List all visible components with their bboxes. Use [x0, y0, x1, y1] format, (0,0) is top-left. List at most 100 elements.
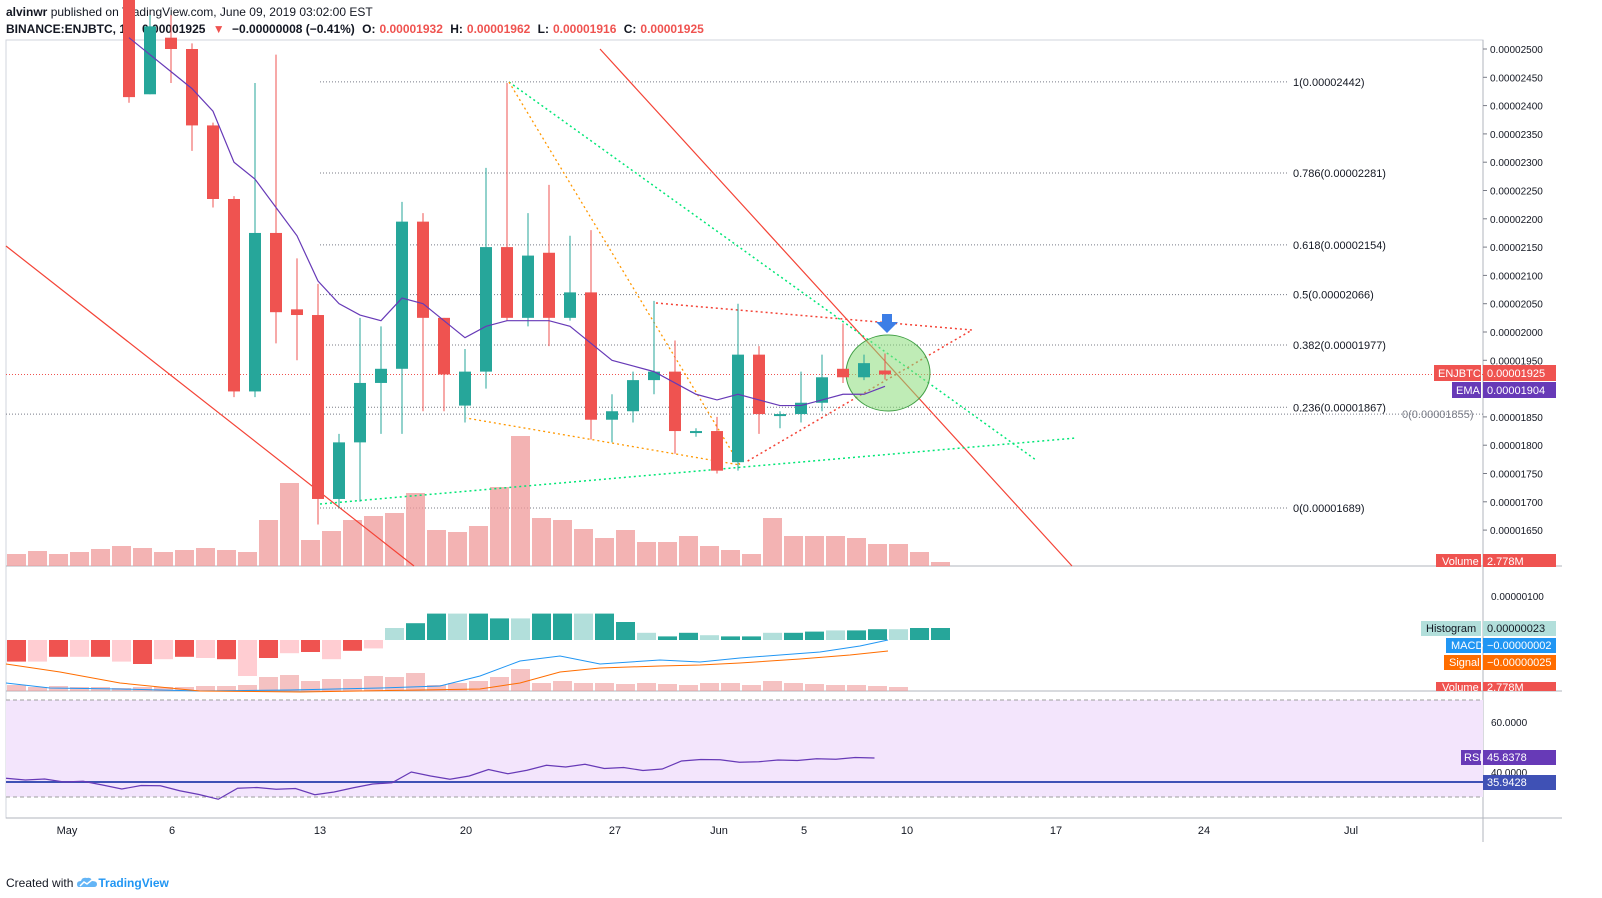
- candle-body: [144, 26, 156, 95]
- rsi-line: [5, 756, 875, 800]
- price-tick-label: 0.00001950: [1490, 356, 1543, 367]
- candle-body: [312, 315, 324, 499]
- candle-body: [459, 371, 471, 406]
- price-tick-label: 0.00002350: [1490, 130, 1543, 141]
- macd-histogram-bar: [910, 628, 929, 640]
- macd-volume-bar: [805, 684, 824, 691]
- macd-volume-bar: [301, 681, 320, 691]
- volume-bar: [217, 550, 236, 566]
- time-tick-label: 24: [1198, 825, 1210, 837]
- macd-histogram-bar: [7, 640, 26, 662]
- macd-histogram-bar: [448, 613, 467, 640]
- author-name[interactable]: alvinwr: [6, 5, 48, 19]
- candle-body: [795, 402, 807, 415]
- candle-body: [501, 247, 513, 318]
- trendline-down: [5, 245, 415, 567]
- low-label: L:: [537, 22, 549, 36]
- macd-histogram-bar: [154, 640, 173, 660]
- time-tick-label: Jun: [710, 825, 728, 837]
- macd-volume-bar: [826, 685, 845, 691]
- rsi-tag: RSI: [1464, 752, 1482, 764]
- fib-level-label: 0.236(0.00001867): [1293, 402, 1386, 414]
- macd-volume-bar: [889, 687, 908, 691]
- trendline-down: [599, 48, 1073, 567]
- candle-body: [564, 292, 576, 318]
- time-tick-label: Jul: [1344, 825, 1358, 837]
- volume-bar: [259, 520, 278, 566]
- fib-level-label: 1(0.00002442): [1293, 77, 1365, 89]
- candle-body: [816, 377, 828, 403]
- histogram-value: 0.00000023: [1487, 623, 1545, 635]
- candle-body: [186, 49, 198, 126]
- ema-value-tag-bg: [1483, 382, 1556, 398]
- tradingview-logo[interactable]: TradingView: [76, 876, 169, 890]
- macd-histogram-bar: [175, 640, 194, 657]
- macd-volume-bar: [637, 683, 656, 691]
- volume-bar: [826, 536, 845, 566]
- volume-bar: [721, 550, 740, 566]
- high-value: 0.00001962: [466, 22, 531, 36]
- macd-histogram-bar: [343, 640, 362, 651]
- volume-value-tag: 2.778M: [1487, 556, 1524, 568]
- time-tick-label: 27: [609, 825, 621, 837]
- time-tick-label: 5: [801, 825, 807, 837]
- macd-volume-bar: [763, 681, 782, 691]
- ohlc-legend: BINANCE:ENJBTC, 1D 0.00001925 ▼ −0.00000…: [6, 22, 708, 36]
- macd-histogram-bar: [91, 640, 110, 657]
- macd-volume-bar: [364, 676, 383, 691]
- volume-bar: [511, 436, 530, 566]
- macd-histogram-bar: [322, 640, 341, 660]
- macd-volume-bar: [427, 685, 446, 691]
- volume-bar: [448, 532, 467, 566]
- macd-volume-bar: [595, 683, 614, 691]
- volume-bar: [427, 530, 446, 566]
- macd-histogram-bar: [763, 632, 782, 640]
- candle-body: [207, 125, 219, 199]
- time-tick-label: 20: [460, 825, 472, 837]
- macd-value: −0.00000002: [1487, 640, 1552, 652]
- macd-volume-bar: [70, 687, 89, 691]
- candle-body: [270, 232, 282, 313]
- macd-histogram-bar: [742, 636, 761, 640]
- candle-body: [753, 354, 765, 415]
- tradingview-brand: TradingView: [98, 876, 169, 890]
- macd-volume-bar: [28, 687, 47, 691]
- volume-bar: [637, 542, 656, 566]
- macd-volume-bar: [490, 677, 509, 691]
- macd-tick-label: 0.00000100: [1491, 592, 1544, 603]
- macd-volume-bar: [196, 686, 215, 691]
- volume-bar: [28, 551, 47, 566]
- time-tick-label: 13: [314, 825, 326, 837]
- macd-volume-value-bg: [1483, 682, 1556, 691]
- volume-tag-bg: [1436, 554, 1481, 567]
- candle-body: [585, 292, 597, 420]
- macd-histogram-bar: [784, 632, 803, 640]
- macd-histogram-bar: [28, 640, 47, 662]
- macd-volume-bar: [7, 685, 26, 691]
- volume-bar: [889, 544, 908, 566]
- macd-volume-bar: [700, 683, 719, 691]
- footer: Created with TradingView: [6, 876, 169, 890]
- macd-histogram-bar: [931, 628, 950, 640]
- signal-line: [5, 650, 889, 693]
- histogram-value-bg: [1483, 621, 1556, 636]
- volume-bar: [70, 552, 89, 566]
- fib-level-label: 0.382(0.00001977): [1293, 340, 1386, 352]
- macd-volume-bar: [574, 683, 593, 691]
- symbol-label[interactable]: BINANCE:ENJBTC, 1D: [6, 22, 135, 36]
- price-change: −0.00000008 (−0.41%): [232, 22, 355, 36]
- histogram-tag-bg: [1421, 621, 1481, 636]
- candle-body: [522, 255, 534, 318]
- time-tick-label: 10: [901, 825, 913, 837]
- candle-body: [648, 371, 660, 381]
- last-price: 0.00001925: [142, 22, 206, 36]
- rsi-band: [6, 700, 1483, 797]
- candle-body: [354, 382, 366, 443]
- candle-body: [417, 221, 429, 318]
- macd-histogram-bar: [511, 618, 530, 640]
- macd-volume-bar: [532, 683, 551, 691]
- macd-volume-tag-bg: [1436, 682, 1481, 691]
- open-label: O:: [362, 22, 376, 36]
- macd-histogram-bar: [238, 640, 257, 676]
